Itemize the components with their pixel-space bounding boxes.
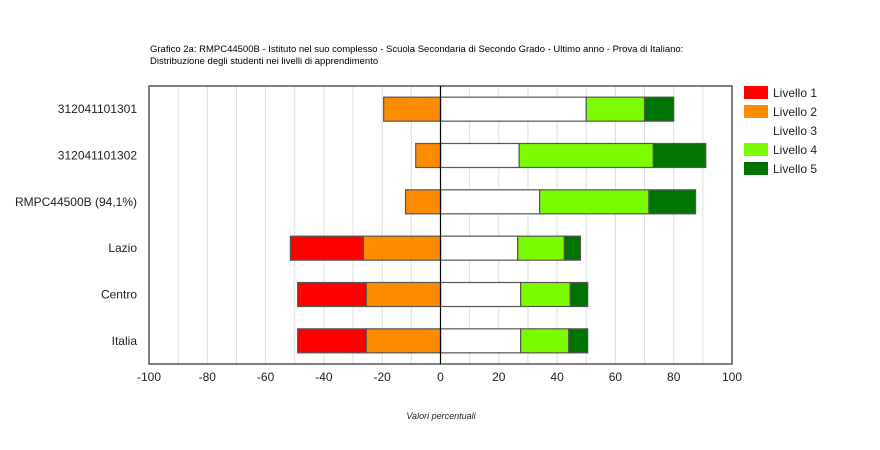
bar-livello-4: [520, 281, 571, 308]
chart-title-line2: Distribuzione degli studenti nei livelli…: [150, 56, 378, 67]
legend-label: Livello 3: [773, 124, 817, 138]
bar-livello-2: [365, 281, 442, 308]
category-label: Lazio: [108, 241, 137, 255]
legend: Livello 1 Livello 2 Livello 3 Livello 4 Live…: [744, 86, 817, 176]
bar-livello-3: [439, 189, 541, 215]
x-tick-label: -60: [257, 370, 275, 384]
legend-swatch: [744, 105, 768, 118]
bar-livello-5: [643, 96, 675, 122]
bar-livello-1: [297, 328, 367, 354]
bar-livello-2: [365, 328, 442, 354]
x-tick-label: 20: [492, 370, 506, 384]
legend-label: Livello 5: [773, 162, 817, 176]
bar-livello-4: [518, 142, 654, 169]
x-tick-label: 60: [609, 370, 623, 384]
bar-livello-4: [539, 189, 650, 215]
bar-livello-5: [563, 235, 582, 261]
legend-label: Livello 1: [773, 86, 817, 100]
bar-livello-3: [439, 328, 522, 354]
bar-livello-4: [585, 96, 646, 122]
legend-swatch: [744, 86, 768, 99]
bar-livello-2: [383, 96, 442, 122]
x-tick-label: 80: [667, 370, 681, 384]
x-tick-label: -40: [315, 370, 333, 384]
category-label: RMPC44500B (94,1%): [15, 195, 137, 209]
bar-livello-3: [439, 142, 520, 169]
x-axis-label: Valori percentuali: [406, 411, 476, 421]
category-label: Italia: [112, 334, 138, 348]
x-tick-label: 100: [722, 370, 742, 384]
bar-livello-5: [568, 328, 589, 354]
bar-livello-5: [652, 142, 707, 169]
bar-livello-2: [404, 189, 442, 215]
x-tick-label: -20: [374, 370, 392, 384]
chart-title-line1: Grafico 2a: RMPC44500B - Istituto nel su…: [150, 44, 683, 55]
bar-livello-5: [648, 189, 697, 215]
bar-livello-3: [439, 281, 522, 308]
legend-swatch: [744, 143, 768, 156]
x-tick-label: -80: [199, 370, 217, 384]
category-label: Centro: [101, 288, 137, 302]
bars-group: [289, 96, 707, 354]
x-tick-label: -100: [137, 370, 161, 384]
x-tick-label: 40: [550, 370, 564, 384]
x-tick-label: 0: [437, 370, 444, 384]
bar-livello-1: [297, 281, 367, 308]
category-label: 312041101301: [58, 102, 138, 116]
bar-livello-4: [517, 235, 565, 261]
bar-livello-4: [520, 328, 570, 354]
x-tick-labels: -100 -80 -60 -40 -20 0 20 40 60 80 100: [137, 370, 742, 384]
category-labels: 312041101301 312041101302 RMPC44500B (94,1…: [15, 102, 137, 348]
legend-swatch: [744, 162, 768, 175]
legend-swatch: [744, 124, 768, 137]
bar-livello-3: [439, 96, 587, 122]
legend-label: Livello 4: [773, 143, 817, 157]
bar-livello-5: [569, 281, 589, 308]
legend-label: Livello 2: [773, 105, 817, 119]
bar-livello-3: [439, 235, 519, 261]
bar-livello-2: [415, 142, 442, 169]
bar-livello-2: [362, 235, 442, 261]
grid-lines: [177, 86, 704, 364]
bar-livello-1: [289, 235, 364, 261]
category-label: 312041101302: [58, 149, 138, 163]
